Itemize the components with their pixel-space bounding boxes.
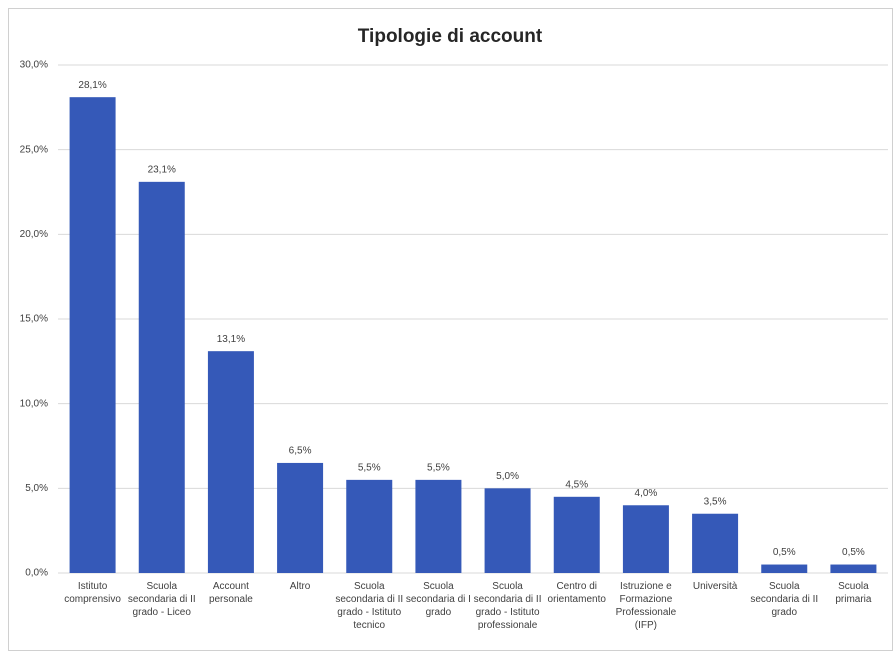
bar — [622, 505, 669, 573]
x-tick-label: Scuola secondaria di II grado - Istituto… — [473, 581, 542, 631]
x-tick-label: Altro — [289, 581, 311, 592]
value-label: 3,5% — [704, 496, 727, 507]
bar — [415, 479, 462, 573]
x-tick-label: Centro di orientamento — [547, 581, 606, 605]
y-tick-label: 5,0% — [25, 483, 48, 494]
x-tick-label-box: Scuola secondaria di II grado - Liceo — [127, 581, 196, 618]
value-label: 5,0% — [496, 471, 519, 482]
value-label: 4,5% — [565, 479, 588, 490]
x-tick-label-box: Università — [692, 581, 738, 592]
x-tick-label-box: Scuola secondaria di II grado - Istituto… — [335, 581, 404, 631]
value-label: 0,5% — [842, 547, 865, 558]
y-tick-label: 25,0% — [20, 144, 48, 155]
bar — [553, 496, 600, 573]
x-tick-label: Università — [692, 581, 738, 592]
y-tick-label: 30,0% — [20, 60, 48, 71]
bar — [138, 181, 185, 573]
y-tick-label: 15,0% — [20, 314, 48, 325]
x-tick-label: Scuola secondaria di II grado - Istituto… — [335, 581, 404, 631]
bar — [346, 479, 393, 573]
x-tick-label-box: Altro — [289, 581, 311, 592]
bar — [69, 97, 116, 573]
x-tick-label-box: Istituto comprensivo — [64, 581, 121, 605]
x-tick-label: Scuola primaria — [835, 581, 872, 605]
y-tick-label: 0,0% — [25, 568, 48, 579]
bar — [277, 462, 324, 573]
value-label: 0,5% — [773, 547, 796, 558]
y-tick-label: 20,0% — [20, 229, 48, 240]
bar — [830, 564, 877, 573]
x-tick-label-box: Scuola secondaria di II grado - Istituto… — [473, 581, 542, 631]
x-tick-label: Account personale — [208, 581, 253, 605]
value-label: 23,1% — [148, 164, 176, 175]
value-label: 5,5% — [427, 463, 450, 474]
x-tick-label-box: Istruzione e Formazione Professionale (I… — [615, 581, 677, 631]
x-tick-label: Istituto comprensivo — [64, 581, 121, 605]
x-tick-label: Scuola secondaria di II grado — [750, 581, 819, 618]
bar — [207, 351, 254, 573]
x-tick-label-box: Scuola primaria — [835, 581, 872, 605]
x-tick-label-box: Account personale — [208, 581, 253, 605]
x-tick-label-box: Scuola secondaria di I grado — [405, 581, 471, 618]
x-tick-label: Scuola secondaria di II grado - Liceo — [127, 581, 196, 618]
y-tick-label: 10,0% — [20, 398, 48, 409]
x-tick-label-box: Centro di orientamento — [547, 581, 606, 605]
x-tick-label: Scuola secondaria di I grado — [405, 581, 471, 618]
value-label: 6,5% — [289, 446, 312, 457]
value-label: 4,0% — [635, 488, 658, 499]
bar — [692, 513, 739, 573]
value-label: 5,5% — [358, 463, 381, 474]
x-tick-label: Istruzione e Formazione Professionale (I… — [615, 581, 677, 631]
chart-title: Tipologie di account — [358, 26, 543, 47]
bar — [484, 488, 531, 573]
value-label: 28,1% — [78, 80, 106, 91]
x-tick-label-box: Scuola secondaria di II grado — [750, 581, 819, 618]
value-label: 13,1% — [217, 334, 245, 345]
bar — [761, 564, 808, 573]
